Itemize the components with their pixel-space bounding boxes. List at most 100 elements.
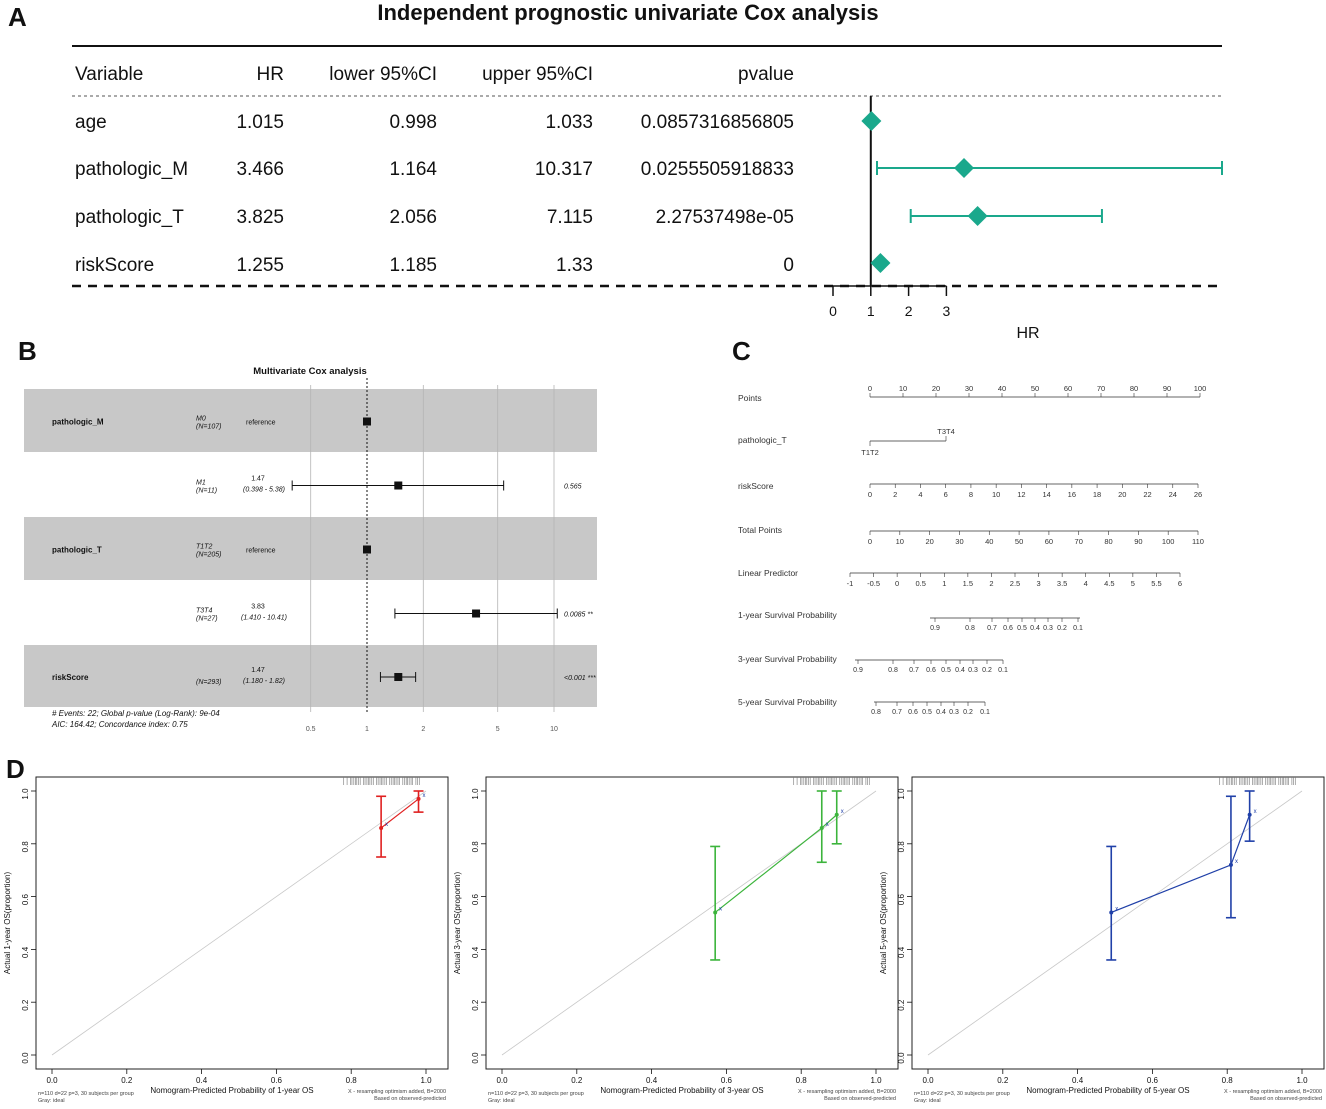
panel-c-total-tick-label-3: 30 bbox=[955, 537, 963, 546]
panel-c-s1-tick-label-1: 0.8 bbox=[965, 625, 975, 632]
panel-c-risk-tick-label-2: 4 bbox=[918, 490, 922, 499]
panel-c-points-tick-label-9: 90 bbox=[1163, 384, 1171, 393]
panel-b-level-1: M1 bbox=[196, 480, 206, 487]
panel-label-a: A bbox=[8, 2, 27, 32]
panel-d3-ytick-label-5: 1.0 bbox=[897, 788, 906, 800]
panel-b-variable-4: riskScore bbox=[52, 673, 89, 682]
panel-c-lp-tick-label-13: 5.5 bbox=[1151, 579, 1161, 588]
panel-c-s5-tick-label-5: 0.3 bbox=[949, 709, 959, 716]
panel-c-points-tick-label-0: 0 bbox=[868, 384, 872, 393]
panel-c-risk-tick-label-13: 26 bbox=[1194, 490, 1202, 499]
panel-a-axis-tick-label-3: 3 bbox=[943, 303, 951, 319]
panel-b-footer-1: # Events: 22; Global p-value (Log-Rank):… bbox=[52, 709, 220, 718]
panel-c-s1-tick-label-2: 0.7 bbox=[987, 625, 997, 632]
panel-c-risk-tick-label-1: 2 bbox=[893, 490, 897, 499]
panel-d3-note-left-2: Gray: ideal bbox=[914, 1098, 941, 1104]
panel-c-s1-tick-label-4: 0.5 bbox=[1017, 625, 1027, 632]
panel-c-lp-tick-label-10: 4 bbox=[1084, 579, 1088, 588]
panel-d2-xtick-label-5: 1.0 bbox=[870, 1076, 882, 1085]
panel-d1-point-x-0: x bbox=[385, 822, 388, 828]
panel-c-total-tick-label-1: 10 bbox=[896, 537, 904, 546]
panel-a-cell-1-0: pathologic_M bbox=[75, 159, 188, 180]
panel-c-s5-tick-label-4: 0.4 bbox=[936, 709, 946, 716]
panel-c-ptT-label-1: T3T4 bbox=[937, 427, 955, 436]
panel-d1-point-x-1: x bbox=[423, 793, 426, 799]
panel-c-s5-tick-label-3: 0.5 bbox=[922, 709, 932, 716]
panel-label-c: C bbox=[732, 336, 751, 366]
panel-a-cell-3-2: 1.185 bbox=[389, 255, 437, 276]
panel-b-marker-2 bbox=[363, 545, 371, 554]
panel-c-s3-tick-label-6: 0.3 bbox=[968, 667, 978, 674]
panel-c-lp-tick-label-6: 2 bbox=[989, 579, 993, 588]
panel-d2-ytick-label-1: 0.2 bbox=[471, 999, 480, 1011]
panel-d1-xtick-label-4: 0.8 bbox=[346, 1076, 358, 1085]
panel-c-s3-tick-label-7: 0.2 bbox=[982, 667, 992, 674]
panel-d2-ytick-label-3: 0.6 bbox=[471, 893, 480, 905]
panel-c-points-tick-label-8: 80 bbox=[1130, 384, 1138, 393]
panel-c-s5-tick-label-1: 0.7 bbox=[892, 709, 902, 716]
panel-b-n-1: (N=11) bbox=[196, 488, 217, 495]
panel-d3-ytick-label-2: 0.4 bbox=[897, 946, 906, 958]
panel-a-header-1: HR bbox=[257, 64, 284, 85]
panel-d2-series-line bbox=[714, 814, 838, 913]
panel-d2-ytick-label-4: 0.8 bbox=[471, 841, 480, 853]
panel-d2-point-2 bbox=[834, 812, 839, 817]
panel-d2-ideal-line bbox=[501, 790, 877, 1056]
panel-a-axis-tick-label-2: 2 bbox=[905, 303, 913, 319]
panel-b-level-3: T3T4 bbox=[196, 608, 212, 615]
panel-a-cell-3-4: 0 bbox=[783, 255, 794, 276]
panel-d3-ytick-label-1: 0.2 bbox=[897, 999, 906, 1011]
panel-b-est-2: reference bbox=[246, 548, 276, 555]
panel-b-p-4: <0.001 *** bbox=[564, 675, 596, 682]
panel-d2-xtick-label-0: 0.0 bbox=[496, 1076, 508, 1085]
panel-c-risk-tick-label-8: 16 bbox=[1068, 490, 1076, 499]
panel-c-s3-tick-label-8: 0.1 bbox=[998, 667, 1008, 674]
panel-c-points-tick-label-1: 10 bbox=[899, 384, 907, 393]
panel-b-axis-tick-4: 10 bbox=[550, 726, 558, 733]
panel-d3-ylabel: Actual 5-year OS(proportion) bbox=[879, 872, 888, 975]
panel-c-lp-tick-label-1: -0.5 bbox=[867, 579, 880, 588]
panel-c-lp-tick-label-4: 1 bbox=[942, 579, 946, 588]
panel-c-total-tick-label-9: 90 bbox=[1134, 537, 1142, 546]
panel-d3-xtick-label-4: 0.8 bbox=[1222, 1076, 1234, 1085]
panel-b-n-4: (N=293) bbox=[196, 679, 221, 686]
panel-c-total-tick-label-0: 0 bbox=[868, 537, 872, 546]
panel-b-marker-0 bbox=[363, 417, 371, 426]
panel-a-cell-1-4: 0.0255505918833 bbox=[641, 159, 794, 180]
panel-a-header-2: lower 95%CI bbox=[329, 64, 437, 85]
panel-c-total-tick-label-2: 20 bbox=[925, 537, 933, 546]
panel-b-est-3: 3.83 bbox=[251, 604, 265, 611]
panel-b-axis-tick-0: 0.5 bbox=[306, 726, 316, 733]
panel-d2-xlabel: Nomogram-Predicted Probability of 3-year… bbox=[600, 1086, 763, 1095]
panel-c-s5-tick-label-0: 0.8 bbox=[871, 709, 881, 716]
panel-b-marker-3 bbox=[472, 609, 481, 618]
panel-c-total-tick-label-6: 60 bbox=[1045, 537, 1053, 546]
panel-d2-point-0 bbox=[713, 910, 718, 915]
panel-b-est-4: 1.47 bbox=[251, 667, 265, 674]
panel-c-risk-tick-label-5: 10 bbox=[992, 490, 1000, 499]
panel-c-s3-tick-label-3: 0.6 bbox=[926, 667, 936, 674]
panel-d1-note-right-1: X - resampling optimism added, B=2000 bbox=[348, 1089, 446, 1095]
panel-d1-ideal-line bbox=[51, 790, 427, 1056]
panel-a-cell-2-4: 2.27537498e-05 bbox=[656, 207, 794, 228]
panel-c-lp-tick-label-0: -1 bbox=[847, 579, 854, 588]
panel-d2-note-left-2: Gray: ideal bbox=[488, 1098, 515, 1104]
panel-c-label-6: 3-year Survival Probability bbox=[738, 654, 837, 664]
panel-a-cell-3-3: 1.33 bbox=[556, 255, 593, 276]
panel-b-ci-1: (0.398 - 5.38) bbox=[243, 487, 285, 494]
panel-d1-xtick-label-0: 0.0 bbox=[46, 1076, 58, 1085]
panel-d2-point-x-1: x bbox=[826, 822, 829, 828]
panel-c-s1-tick-label-5: 0.4 bbox=[1030, 625, 1040, 632]
panel-d1-ytick-label-4: 0.8 bbox=[21, 841, 30, 853]
panel-c-points-tick-label-10: 100 bbox=[1194, 384, 1207, 393]
panel-d2-point-1 bbox=[819, 825, 824, 830]
panel-c-label-7: 5-year Survival Probability bbox=[738, 697, 837, 707]
panel-d1-ytick-label-5: 1.0 bbox=[21, 788, 30, 800]
panel-d3-series-line bbox=[1111, 814, 1251, 913]
panel-c-points-tick-label-4: 40 bbox=[998, 384, 1006, 393]
panel-c-label-3: Total Points bbox=[738, 525, 782, 535]
panel-a-cell-0-1: 1.015 bbox=[236, 112, 284, 133]
panel-d1-ytick-label-0: 0.0 bbox=[21, 1052, 30, 1064]
panel-d1-note-left-2: Gray: ideal bbox=[38, 1098, 65, 1104]
